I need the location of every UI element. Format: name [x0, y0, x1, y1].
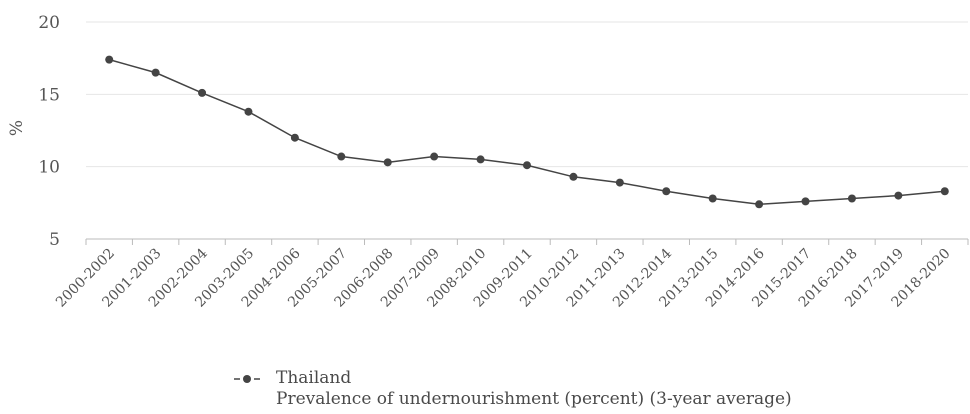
series-thailand: [105, 55, 949, 209]
legend-series-name: Thailand: [276, 368, 352, 388]
data-point: [708, 194, 717, 203]
y-axis-ticks: 5 10 15 20: [38, 13, 60, 250]
legend-subtitle: Prevalence of undernourishment (percent)…: [276, 389, 792, 409]
data-point: [569, 172, 578, 181]
data-point: [523, 161, 531, 170]
data-point: [430, 152, 439, 161]
data-point: [894, 191, 903, 200]
data-point: [151, 68, 160, 77]
grid-lines: [86, 21, 968, 168]
data-point: [105, 55, 114, 64]
data-point: [337, 152, 346, 161]
y-tick-label: 15: [38, 85, 60, 105]
data-point: [244, 107, 253, 116]
x-axis-ticks: 2000-20022001-20032002-20042003-20052004…: [53, 239, 969, 311]
data-point: [290, 133, 299, 142]
data-point: [940, 187, 949, 196]
data-point: [847, 194, 856, 203]
y-axis-label: %: [7, 120, 27, 136]
series-line: [109, 58, 945, 206]
data-point: [662, 187, 671, 196]
y-tick-label: 5: [49, 230, 60, 250]
data-point: [615, 178, 624, 187]
y-tick-label: 10: [38, 158, 60, 178]
data-point: [383, 158, 392, 167]
data-point: [801, 197, 810, 206]
data-point: [755, 200, 764, 209]
legend: Thailand Prevalence of undernourishment …: [232, 368, 792, 410]
data-point: [476, 155, 485, 164]
y-tick-label: 20: [38, 13, 60, 33]
data-point: [198, 88, 207, 97]
legend-marker-icon: [234, 374, 260, 383]
